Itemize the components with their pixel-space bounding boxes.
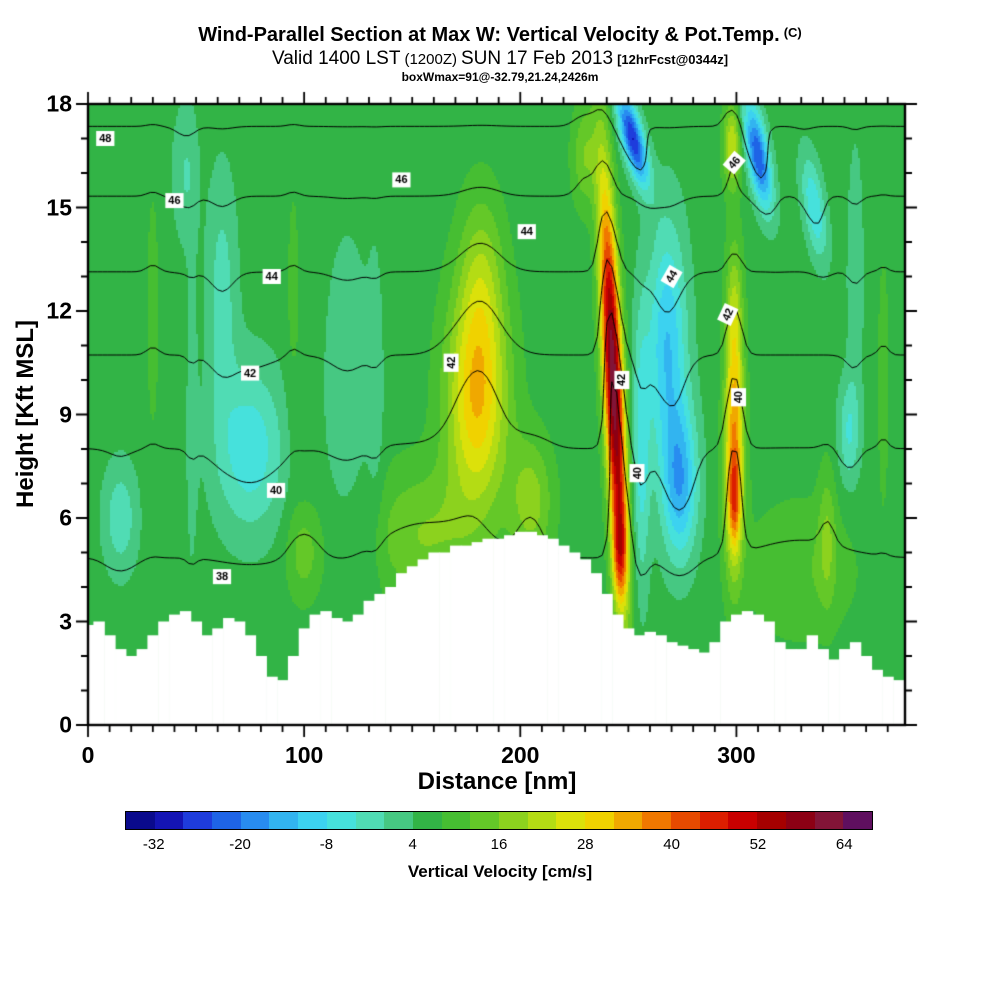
chart-title-unit: (C) xyxy=(783,25,802,40)
y-axis-title: Height [Kft MSL] xyxy=(12,320,39,508)
max-w-annotation: boxWmax=91@-32.79,21.24,2426m xyxy=(401,69,599,84)
colorbar-segment xyxy=(757,812,786,829)
title-block: Wind-Parallel Section at Max W: Vertical… xyxy=(0,24,1000,85)
colorbar-tick-label: 4 xyxy=(408,836,417,853)
x-axis-tick-label: 0 xyxy=(81,742,95,768)
colorbar-segment xyxy=(298,812,327,829)
colorbar-segment xyxy=(498,812,528,829)
colorbar-segment xyxy=(154,812,184,829)
colorbar-title: Vertical Velocity [cm/s] xyxy=(407,862,593,881)
x-axis-tick-label: 200 xyxy=(501,742,540,768)
colorbar-segment xyxy=(613,812,643,829)
colorbar-segment xyxy=(556,812,585,829)
colorbar-segment xyxy=(642,812,672,829)
valid-date-text: SUN 17 Feb 2013 xyxy=(461,48,614,69)
chart-subtitle: Valid 1400 LST (1200Z) SUN 17 Feb 2013 [12h… xyxy=(0,48,1000,70)
y-axis-tick-label: 9 xyxy=(59,401,72,427)
colorbar-tick-label: -20 xyxy=(229,836,251,853)
x-axis-tick-label: 300 xyxy=(717,742,756,768)
colorbar-segment xyxy=(527,812,557,829)
y-axis-tick-label: 15 xyxy=(46,194,72,220)
y-axis-tick-label: 3 xyxy=(59,608,72,634)
chart-title-line: Wind-Parallel Section at Max W: Vertical… xyxy=(0,24,1000,47)
colorbar-segment xyxy=(699,812,729,829)
colorbar-segment xyxy=(326,812,356,829)
forecast-hour-text: [12hrFcst@0344z] xyxy=(617,52,729,67)
utc-time-text: (1200Z) xyxy=(404,51,457,68)
colorbar-tick-label: 16 xyxy=(490,836,508,853)
x-axis-tick-label: 100 xyxy=(284,742,324,768)
colorbar-tick-label: 64 xyxy=(835,836,853,853)
colorbar-segment xyxy=(269,812,299,829)
colorbar-tick-label: 40 xyxy=(663,836,680,853)
colorbar-segment xyxy=(355,812,385,829)
y-axis-tick-label: 18 xyxy=(46,90,72,117)
colorbar-segment xyxy=(671,812,700,829)
valid-time-text: Valid 1400 LST xyxy=(271,48,401,69)
y-axis-tick-label: 12 xyxy=(46,297,72,324)
y-axis-tick-label: 0 xyxy=(59,711,72,738)
colorbar-tick-label: -8 xyxy=(319,836,334,853)
colorbar-segment xyxy=(384,812,413,829)
colorbar-segment xyxy=(785,812,815,829)
colorbar-segment xyxy=(212,812,241,829)
colorbar-segment xyxy=(441,812,471,829)
colorbar-segment xyxy=(585,812,614,829)
colorbar-segment xyxy=(412,812,442,829)
colorbar-segment xyxy=(240,812,270,829)
colorbar xyxy=(125,811,873,830)
colorbar-segment xyxy=(183,812,213,829)
chart-title: Wind-Parallel Section at Max W: Vertical… xyxy=(198,24,780,46)
colorbar-segment xyxy=(843,812,872,829)
colorbar-segment xyxy=(728,812,758,829)
colorbar-segment xyxy=(470,812,499,829)
colorbar-tick-label: 52 xyxy=(749,836,767,853)
x-axis-title: Distance [nm] xyxy=(417,768,577,795)
colorbar-segment xyxy=(814,812,844,829)
colorbar-segment xyxy=(126,812,155,829)
colorbar-tick-label: 28 xyxy=(576,836,594,853)
y-axis-tick-label: 6 xyxy=(59,504,72,531)
colorbar-tick-label: -32 xyxy=(142,836,165,853)
